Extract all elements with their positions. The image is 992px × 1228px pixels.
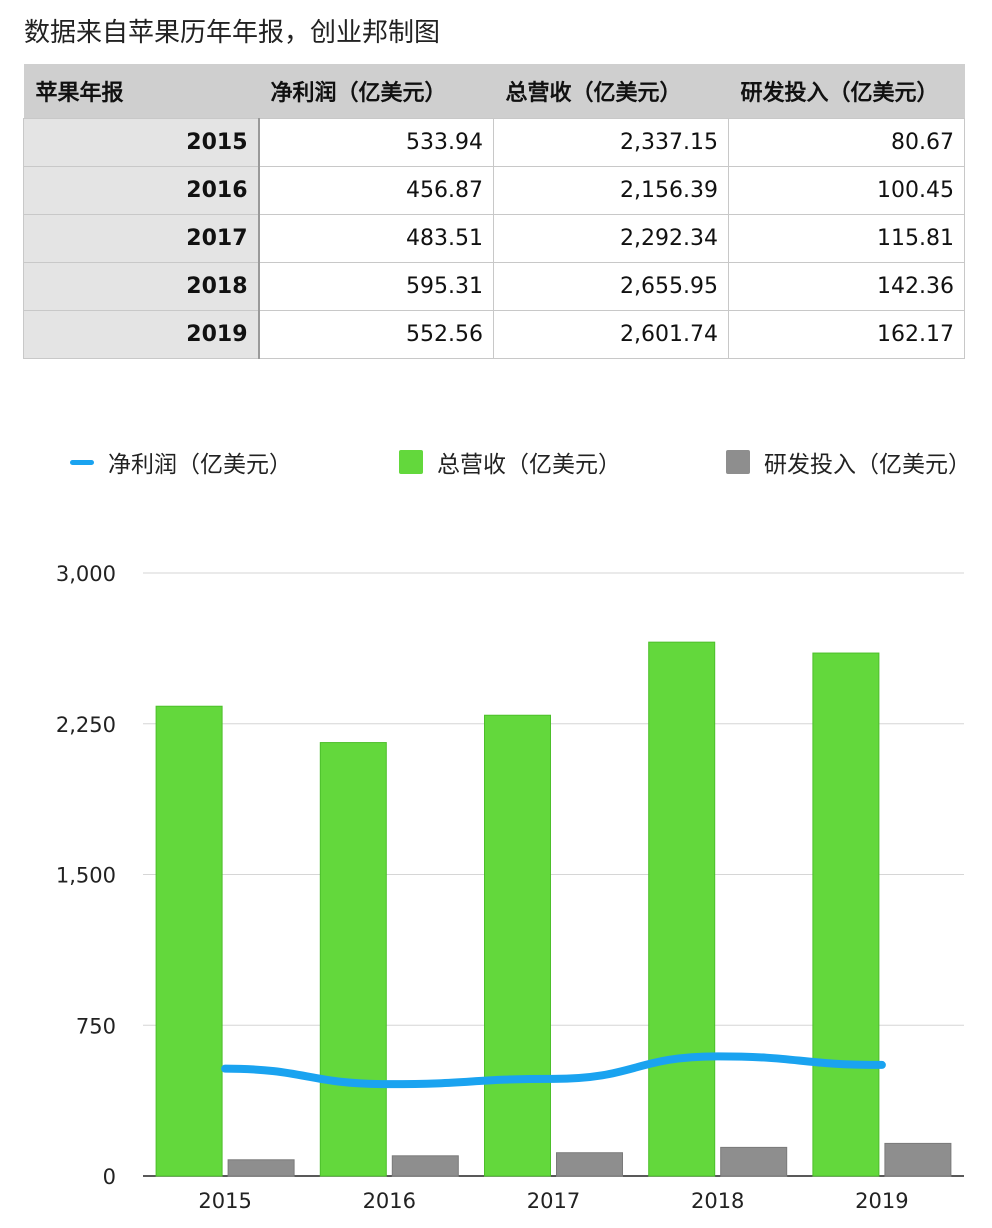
rd-cell: 115.81	[728, 214, 965, 263]
table-row: 2019 552.56 2,601.74 162.17	[23, 310, 965, 359]
data-table: 苹果年报 净利润（亿美元） 总营收（亿美元） 研发投入（亿美元） 2015 53…	[23, 64, 965, 359]
revenue-bar	[319, 742, 387, 1177]
y-tick-label: 0	[103, 1165, 116, 1189]
net-profit-cell: 483.51	[258, 214, 494, 263]
y-tick-label: 3,000	[56, 562, 116, 586]
revenue-cell: 2,337.15	[493, 118, 729, 167]
legend-item-net-profit: 净利润（亿美元）	[70, 442, 292, 482]
rd-bar	[391, 1155, 459, 1177]
rd-cell: 80.67	[728, 118, 965, 167]
x-tick-label: 2019	[855, 1189, 908, 1213]
rd-cell: 100.45	[728, 166, 965, 215]
legend-label: 净利润（亿美元）	[108, 452, 292, 478]
rd-cell: 162.17	[728, 310, 965, 359]
legend-label: 总营收（亿美元）	[437, 452, 621, 478]
rd-cell: 142.36	[728, 262, 965, 311]
rd-bar	[884, 1142, 952, 1177]
rd-bar	[556, 1152, 623, 1177]
header-cell: 净利润（亿美元）	[258, 64, 494, 119]
page-title: 数据来自苹果历年年报，创业邦制图	[24, 18, 441, 48]
table-header-row: 苹果年报 净利润（亿美元） 总营收（亿美元） 研发投入（亿美元）	[23, 64, 965, 119]
table-row: 2017 483.51 2,292.34 115.81	[23, 214, 965, 263]
rd-bar	[227, 1159, 295, 1177]
net-profit-cell: 595.31	[258, 262, 494, 311]
year-cell: 2017	[23, 214, 260, 263]
revenue-bar	[484, 714, 551, 1177]
year-cell: 2016	[23, 166, 260, 215]
table-row: 2015 533.94 2,337.15 80.67	[23, 118, 965, 167]
legend-line-marker	[70, 459, 94, 465]
net-profit-cell: 533.94	[258, 118, 494, 167]
y-tick-label: 750	[76, 1014, 116, 1038]
revenue-cell: 2,655.95	[493, 262, 729, 311]
x-tick-label: 2017	[527, 1189, 580, 1213]
x-tick-label: 2018	[691, 1189, 744, 1213]
legend-swatch-green	[399, 450, 423, 474]
rd-bar	[720, 1146, 788, 1177]
y-tick-label: 1,500	[56, 864, 116, 888]
table-row: 2016 456.87 2,156.39 100.45	[23, 166, 965, 215]
header-cell: 苹果年报	[23, 64, 259, 119]
legend-item-revenue: 总营收（亿美元）	[399, 442, 621, 482]
year-cell: 2015	[23, 118, 260, 167]
combo-chart: 0 750 1,500 2,250 3,000 2015 2016 2017 2018 2019	[56, 562, 964, 1213]
revenue-cell: 2,601.74	[493, 310, 729, 359]
header-cell: 研发投入（亿美元）	[728, 64, 965, 119]
chart-legend: 净利润（亿美元） 总营收（亿美元） 研发投入（亿美元）	[0, 442, 992, 482]
year-cell: 2018	[23, 262, 260, 311]
legend-label: 研发投入（亿美元）	[764, 452, 971, 478]
header-cell: 总营收（亿美元）	[493, 64, 729, 119]
revenue-bar	[648, 641, 716, 1177]
revenue-cell: 2,292.34	[493, 214, 729, 263]
revenue-cell: 2,156.39	[493, 166, 729, 215]
y-tick-label: 2,250	[56, 713, 116, 737]
revenue-bar	[155, 705, 223, 1177]
revenue-bar	[812, 652, 880, 1177]
net-profit-cell: 456.87	[258, 166, 494, 215]
table-row: 2018 595.31 2,655.95 142.36	[23, 262, 965, 311]
x-tick-label: 2015	[198, 1189, 251, 1213]
legend-swatch-gray	[726, 450, 750, 474]
x-tick-label: 2016	[363, 1189, 416, 1213]
legend-item-rd: 研发投入（亿美元）	[726, 442, 971, 482]
year-cell: 2019	[23, 310, 260, 359]
net-profit-cell: 552.56	[258, 310, 494, 359]
